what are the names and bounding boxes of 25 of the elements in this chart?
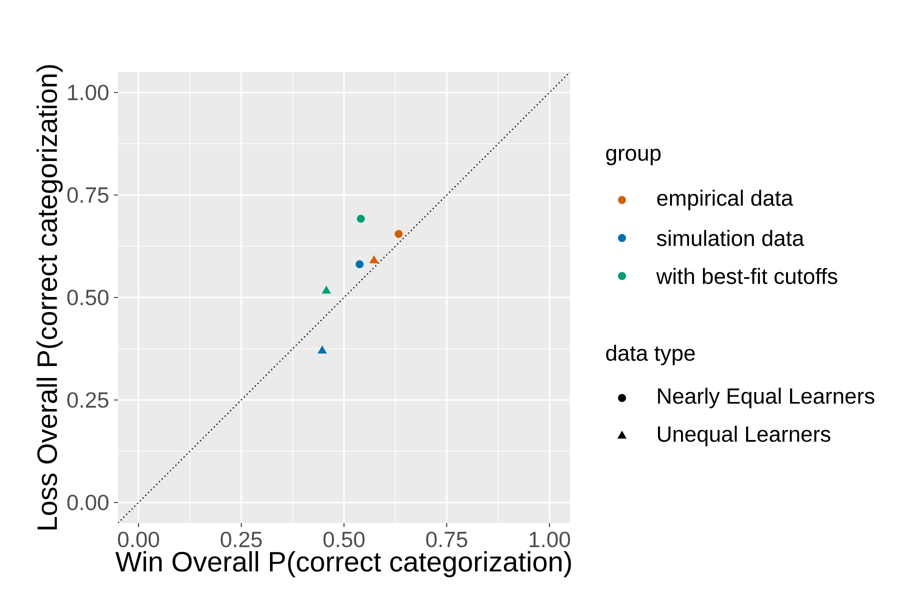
point xyxy=(394,230,403,238)
y-tick-label: 0.25 xyxy=(67,392,108,408)
y-tick-label: 1.00 xyxy=(68,84,108,100)
x-tick-label: 0.25 xyxy=(220,532,262,548)
x-tick-label: 0.00 xyxy=(118,532,160,548)
legend-label: simulation data xyxy=(656,230,804,246)
x-axis-title: Win Overall P(correct categorization) xyxy=(115,551,571,578)
y-tick-label: 0.50 xyxy=(67,290,108,306)
y-tick-label: 0.00 xyxy=(67,494,108,510)
text: data type xyxy=(606,344,695,366)
point xyxy=(370,256,378,264)
y-tick-label: 0.75 xyxy=(67,187,108,203)
legend-label: empirical data xyxy=(657,190,794,210)
y-axis-title: Loss Overall P(correct categorization) xyxy=(36,65,63,530)
x-tick-label: 1.00 xyxy=(530,532,570,548)
text: group xyxy=(606,148,661,166)
x-tick-label: 0.75 xyxy=(426,532,468,548)
point xyxy=(322,286,331,294)
x-tick-label: 0.50 xyxy=(323,532,365,548)
point xyxy=(318,346,327,354)
legend-label: Nearly Equal Learners xyxy=(658,388,874,408)
legend-label: Unequal Learners xyxy=(658,426,830,446)
legend-label: with best-fit cutoffs xyxy=(656,268,838,284)
point xyxy=(356,260,364,268)
point xyxy=(356,214,365,223)
